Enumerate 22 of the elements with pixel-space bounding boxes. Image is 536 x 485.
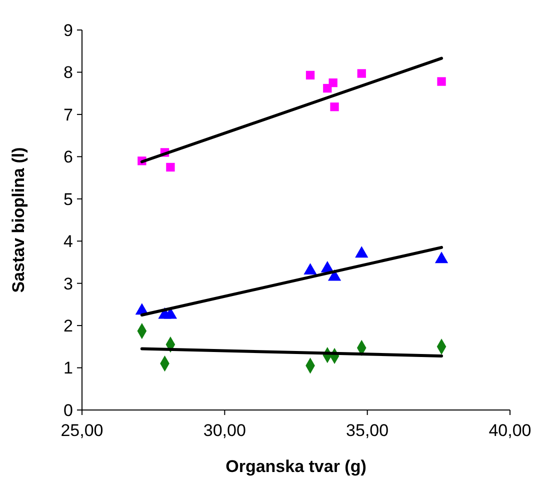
y-axis-title: Sastav bioplina (l) bbox=[9, 147, 28, 293]
x-axis-title: Organska tvar (g) bbox=[226, 457, 366, 476]
point bbox=[166, 162, 175, 172]
point bbox=[328, 78, 338, 88]
x-tick-label: 30,00 bbox=[203, 421, 246, 440]
y-tick-label: 4 bbox=[64, 232, 73, 252]
point bbox=[330, 102, 339, 112]
y-tick-label: 1 bbox=[64, 358, 73, 378]
y-tick-label: 9 bbox=[64, 20, 73, 40]
x-tick-label: 25,00 bbox=[60, 421, 104, 440]
point bbox=[437, 77, 446, 86]
x-tick-label: 40,00 bbox=[488, 421, 532, 440]
y-tick-label: 3 bbox=[64, 274, 73, 294]
y-tick-label: 7 bbox=[64, 105, 73, 124]
x-tick-label: 35,00 bbox=[346, 421, 389, 440]
y-tick-label: 6 bbox=[64, 148, 73, 167]
y-tick-label: 0 bbox=[64, 400, 73, 420]
y-tick-label: 8 bbox=[64, 63, 73, 82]
y-tick-label: 5 bbox=[64, 190, 73, 209]
y-tick-label: 2 bbox=[64, 316, 73, 336]
point bbox=[306, 70, 315, 80]
point bbox=[357, 69, 366, 78]
